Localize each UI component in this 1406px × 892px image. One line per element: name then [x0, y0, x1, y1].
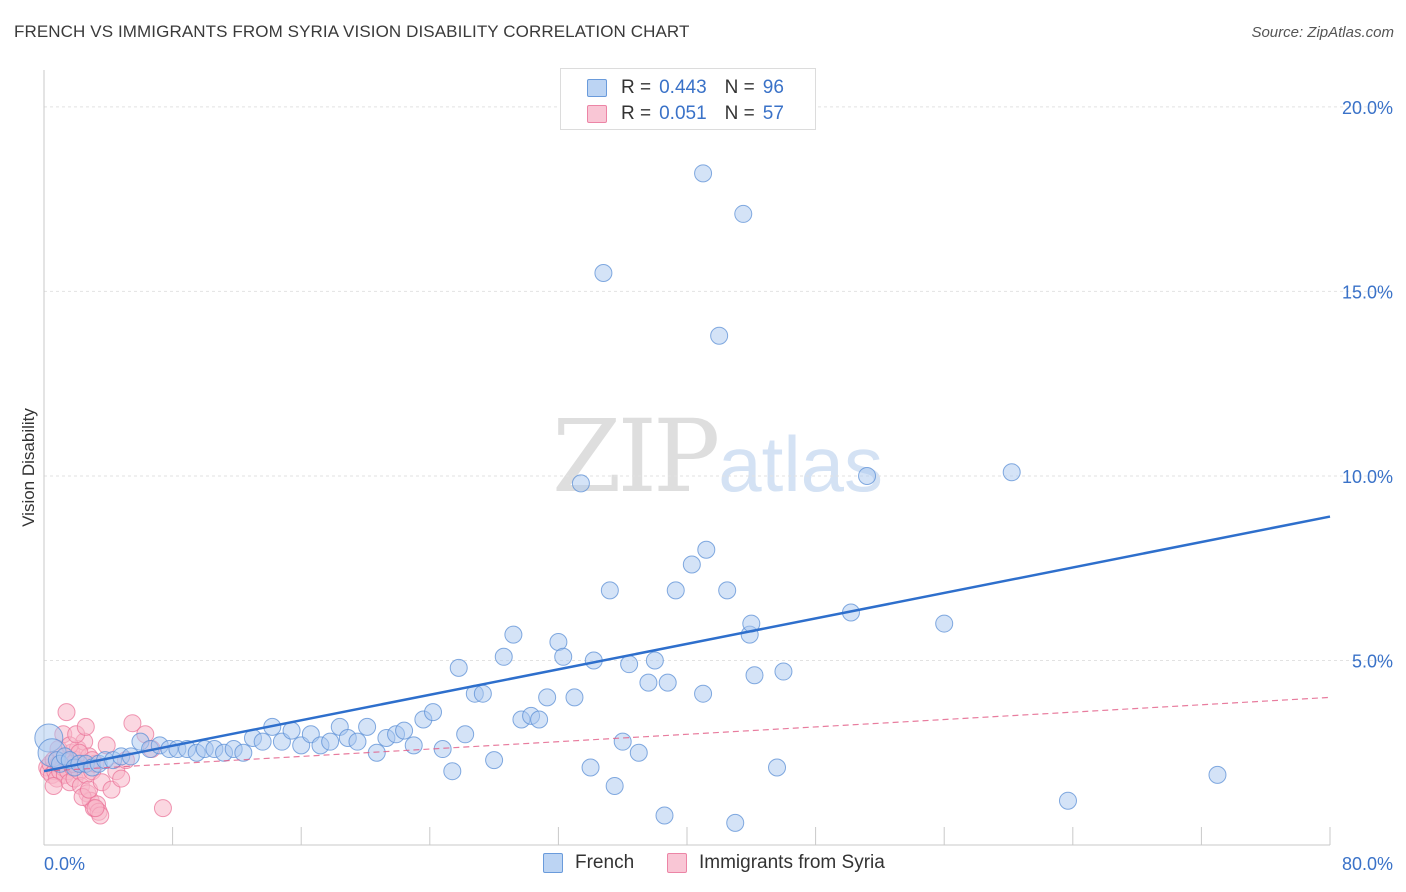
x-tick-label: 80.0% [1342, 854, 1393, 874]
data-point-french [395, 721, 414, 740]
legend-r-value: 0.443 [659, 77, 707, 98]
data-point-french [694, 164, 713, 183]
data-point-syria [112, 769, 131, 788]
data-point-french [734, 204, 753, 223]
data-point-french [581, 758, 600, 777]
data-point-french [935, 614, 954, 633]
data-point-syria [153, 799, 172, 818]
legend-item-syria: Immigrants from Syria [667, 852, 885, 874]
data-point-french [321, 732, 340, 751]
legend-n-label: N = [724, 77, 755, 98]
data-point-french [485, 751, 504, 770]
y-tick-label: 10.0% [1342, 467, 1393, 487]
legend-n-value: 57 [762, 103, 784, 124]
data-point-french [1002, 463, 1021, 482]
legend-n-label: N = [724, 103, 755, 124]
data-point-french [666, 581, 685, 600]
data-point-french [858, 466, 877, 485]
data-point-french [710, 326, 729, 345]
y-tick-label: 20.0% [1342, 98, 1393, 118]
legend-r-label: R = [621, 77, 652, 98]
data-point-french [367, 743, 386, 762]
data-point-french [571, 474, 590, 493]
data-point-syria [123, 714, 142, 733]
chart-title: FRENCH VS IMMIGRANTS FROM SYRIA VISION D… [14, 22, 690, 41]
data-point-french [565, 688, 584, 707]
data-point-french [645, 651, 664, 670]
watermark-atlas: atlas [718, 420, 884, 508]
data-point-french [639, 673, 658, 692]
y-tick-label: 15.0% [1342, 282, 1393, 302]
legend-label-syria: Immigrants from Syria [699, 852, 885, 873]
legend-item-french: French [543, 852, 634, 874]
data-point-french [456, 725, 475, 744]
data-point-french [718, 581, 737, 600]
data-point-french [629, 743, 648, 762]
data-point-french [1058, 791, 1077, 810]
legend-row-syria: R = 0.051 N = 57 [587, 102, 784, 126]
data-point-syria [86, 799, 105, 818]
data-point-french [443, 762, 462, 781]
trendline-french [43, 515, 1331, 773]
data-point-french [424, 703, 443, 722]
data-point-french [605, 776, 624, 795]
watermark: ZIPatlas [552, 398, 883, 515]
data-point-french [620, 655, 639, 674]
legend-r-label: R = [621, 103, 652, 124]
legend-label-french: French [575, 852, 635, 873]
legend-n-value: 96 [762, 77, 784, 98]
data-point-syria [44, 776, 63, 795]
data-point-french [504, 625, 523, 644]
data-point-french [694, 684, 713, 703]
watermark-zip: ZIP [552, 398, 720, 515]
data-point-french [253, 732, 272, 751]
french-legend-swatch [543, 853, 563, 873]
data-point-french [404, 736, 423, 755]
data-point-french [234, 743, 253, 762]
data-point-syria [76, 717, 95, 736]
data-point-french [600, 581, 619, 600]
data-point-french [1208, 765, 1227, 784]
data-point-french [538, 688, 557, 707]
data-point-french [554, 647, 573, 666]
source-credit: Source: ZipAtlas.com [1251, 24, 1394, 41]
data-point-french [682, 555, 701, 574]
legend-row-french: R = 0.443 N = 96 [587, 76, 784, 100]
data-point-french [774, 662, 793, 681]
syria-legend-swatch [667, 853, 687, 873]
data-point-french [655, 806, 674, 825]
data-point-french [358, 717, 377, 736]
x-tick-label: 0.0% [44, 854, 85, 874]
data-point-french [594, 263, 613, 282]
y-axis-label: Vision Disability [19, 408, 38, 527]
data-point-french [530, 710, 549, 729]
syria-swatch [587, 105, 607, 123]
data-point-french [282, 721, 301, 740]
data-point-french [348, 732, 367, 751]
series-legend: French Immigrants from Syria [0, 852, 1406, 878]
data-point-french [745, 666, 764, 685]
y-tick-label: 5.0% [1352, 651, 1393, 671]
data-point-french [768, 758, 787, 777]
data-point-french [726, 813, 745, 832]
trendline-syria [43, 696, 1331, 772]
data-point-french [613, 732, 632, 751]
data-point-syria [57, 703, 76, 722]
legend-r-value: 0.051 [659, 103, 707, 124]
data-point-french [658, 673, 677, 692]
data-point-french [494, 647, 513, 666]
data-point-french [473, 684, 492, 703]
correlation-legend: R = 0.443 N = 96 R = 0.051 N = 57 [560, 68, 816, 130]
french-swatch [587, 79, 607, 97]
data-point-french [697, 540, 716, 559]
data-point-french [449, 658, 468, 677]
